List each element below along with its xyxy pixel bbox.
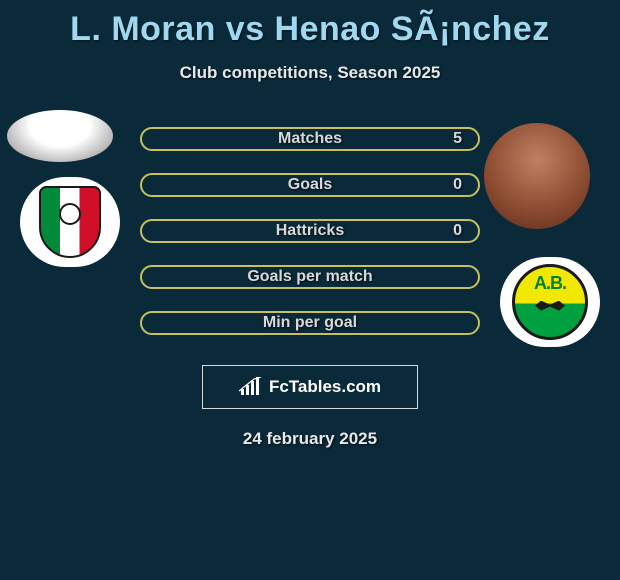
stat-row-hattricks: Hattricks 0: [140, 219, 480, 243]
brand-box[interactable]: FcTables.com: [202, 365, 418, 409]
stat-label: Goals per match: [247, 268, 372, 286]
stat-label: Goals: [288, 176, 332, 194]
page-title: L. Moran vs Henao SÃ¡nchez: [70, 10, 550, 49]
club-right-badge: A.B.: [500, 257, 600, 347]
stat-row-goals: Goals 0: [140, 173, 480, 197]
brand-name: FcTables.com: [269, 377, 381, 397]
stat-label: Min per goal: [263, 314, 357, 332]
stat-label: Matches: [278, 130, 342, 148]
bar-chart-icon: [239, 377, 263, 397]
stat-value-right: 0: [453, 176, 462, 194]
stat-row-goals-per-match: Goals per match: [140, 265, 480, 289]
stat-label: Hattricks: [276, 222, 344, 240]
page-subtitle: Club competitions, Season 2025: [180, 63, 441, 83]
date-label: 24 february 2025: [243, 429, 377, 449]
club-left-shield-icon: [39, 186, 101, 258]
stat-value-right: 0: [453, 222, 462, 240]
player-right-avatar: [484, 123, 590, 229]
stat-value-right: 5: [453, 130, 462, 148]
club-right-shield-icon: A.B.: [512, 264, 588, 340]
stats-list: Matches 5 Goals 0 Hattricks 0 Goals per …: [140, 127, 480, 335]
stat-row-matches: Matches 5: [140, 127, 480, 151]
club-left-badge: [20, 177, 120, 267]
club-right-initials: A.B.: [534, 273, 566, 294]
player-left-avatar: [7, 110, 113, 162]
stat-row-min-per-goal: Min per goal: [140, 311, 480, 335]
